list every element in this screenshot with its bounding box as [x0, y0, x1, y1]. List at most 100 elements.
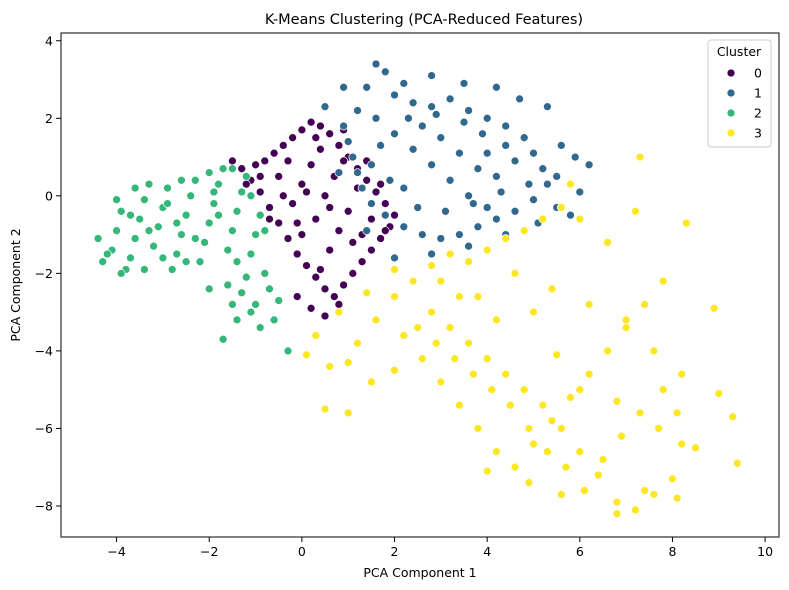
point-cluster-2	[116, 206, 126, 216]
legend-marker-1	[726, 88, 736, 98]
point-cluster-3	[547, 284, 557, 294]
point-cluster-0	[334, 300, 344, 309]
point-cluster-3	[617, 431, 626, 441]
point-cluster-3	[529, 439, 538, 449]
point-cluster-3	[709, 303, 719, 313]
point-cluster-1	[473, 222, 483, 232]
point-cluster-2	[246, 307, 256, 317]
point-cluster-2	[144, 226, 154, 236]
point-cluster-1	[510, 156, 520, 166]
point-cluster-1	[464, 241, 473, 251]
point-cluster-0	[316, 144, 325, 154]
point-cluster-2	[163, 183, 172, 193]
legend-label-2: 2	[754, 106, 762, 121]
point-cluster-3	[427, 307, 436, 317]
point-cluster-3	[492, 447, 501, 457]
point-cluster-2	[232, 257, 242, 267]
point-cluster-3	[658, 276, 668, 286]
point-cluster-1	[455, 230, 464, 239]
point-cluster-2	[149, 241, 158, 251]
point-cluster-3	[556, 203, 566, 212]
point-cluster-2	[167, 265, 177, 274]
point-cluster-3	[575, 447, 585, 457]
point-cluster-0	[302, 187, 311, 197]
point-cluster-3	[464, 338, 473, 348]
point-cluster-3	[519, 385, 529, 395]
point-cluster-1	[543, 102, 552, 112]
x-tick-label: 2	[391, 544, 399, 559]
point-cluster-0	[265, 214, 274, 224]
y-tick-label: 0	[45, 188, 53, 203]
point-cluster-1	[436, 133, 446, 143]
point-cluster-2	[172, 249, 182, 259]
point-cluster-3	[728, 412, 738, 422]
point-cluster-1	[529, 148, 538, 158]
point-cluster-2	[93, 234, 103, 243]
point-cluster-0	[274, 172, 284, 181]
point-cluster-1	[390, 253, 399, 263]
point-cluster-2	[186, 191, 196, 201]
y-tick-label: 2	[45, 111, 53, 126]
point-cluster-1	[482, 203, 492, 212]
point-cluster-3	[505, 400, 515, 410]
point-cluster-3	[566, 393, 575, 402]
point-cluster-3	[390, 365, 399, 375]
y-axis-label: PCA Component 2	[8, 228, 23, 341]
point-cluster-3	[621, 315, 631, 325]
point-cluster-3	[538, 400, 548, 410]
point-cluster-2	[144, 179, 154, 189]
plot-frame	[60, 32, 780, 538]
point-cluster-3	[501, 369, 511, 379]
point-cluster-1	[515, 94, 524, 104]
point-cluster-1	[552, 172, 562, 181]
point-cluster-1	[367, 160, 376, 170]
legend: Cluster 0 1 2 3	[707, 39, 772, 148]
point-cluster-1	[464, 106, 473, 115]
point-cluster-3	[524, 478, 534, 488]
point-cluster-2	[241, 272, 251, 282]
point-cluster-0	[334, 141, 344, 150]
point-cluster-0	[316, 121, 325, 131]
point-cluster-1	[492, 82, 501, 92]
point-cluster-0	[306, 117, 316, 127]
point-cluster-0	[334, 226, 344, 236]
point-cluster-0	[292, 292, 302, 301]
point-cluster-0	[237, 164, 247, 174]
x-axis-ticks: −4 −2 0 2 4 6 8 10	[107, 537, 773, 559]
point-cluster-1	[399, 183, 409, 193]
point-cluster-2	[260, 226, 270, 236]
point-cluster-1	[390, 129, 399, 139]
point-cluster-0	[255, 187, 265, 197]
point-cluster-0	[260, 156, 270, 166]
point-cluster-1	[343, 137, 353, 146]
point-cluster-0	[288, 133, 297, 143]
point-cluster-0	[325, 245, 335, 255]
point-cluster-2	[269, 315, 279, 325]
point-cluster-2	[255, 210, 265, 220]
point-cluster-0	[251, 160, 260, 170]
point-cluster-3	[399, 331, 409, 340]
legend-box	[707, 39, 772, 148]
y-axis-ticks: −8 −6 −4 −2 0 2 4	[35, 33, 61, 513]
point-cluster-0	[367, 214, 376, 224]
point-cluster-0	[348, 269, 358, 278]
point-cluster-1	[496, 187, 506, 197]
point-cluster-0	[325, 129, 335, 139]
point-cluster-3	[561, 462, 571, 472]
x-tick-label: 6	[576, 544, 584, 559]
point-cluster-3	[390, 292, 399, 301]
point-cluster-2	[200, 238, 209, 247]
point-cluster-3	[556, 490, 566, 499]
point-cluster-2	[112, 226, 121, 236]
point-cluster-0	[278, 191, 288, 201]
legend-title: Cluster	[717, 44, 762, 59]
point-cluster-2	[130, 234, 140, 243]
point-cluster-2	[130, 183, 140, 193]
point-cluster-0	[376, 234, 385, 243]
point-cluster-3	[325, 362, 335, 371]
point-cluster-1	[492, 172, 501, 181]
point-cluster-1	[459, 79, 469, 88]
point-cluster-1	[427, 160, 436, 170]
x-tick-label: 10	[757, 544, 773, 559]
point-cluster-2	[181, 210, 191, 220]
